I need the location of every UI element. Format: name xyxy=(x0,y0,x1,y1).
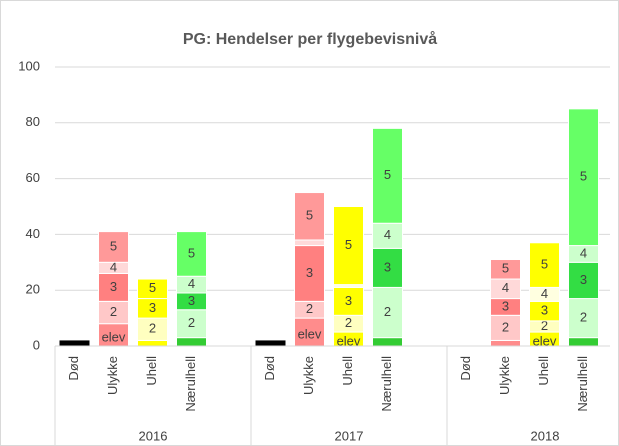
segment-label: 3 xyxy=(188,293,195,308)
segment-label: 2 xyxy=(110,304,117,319)
segment-label: 2 xyxy=(384,304,391,319)
bar-segment xyxy=(568,298,599,339)
segment-label: 4 xyxy=(541,286,548,301)
bar-segment xyxy=(333,286,364,316)
group-label: 2018 xyxy=(531,428,560,443)
y-tick-label: 60 xyxy=(26,170,40,185)
x-tick-label: Død xyxy=(458,356,473,381)
bar-segment xyxy=(294,192,325,241)
segment-label: 5 xyxy=(580,169,587,184)
segment-label: 2 xyxy=(580,310,587,325)
bar-segment xyxy=(372,286,403,339)
y-tick-label: 80 xyxy=(26,114,40,129)
bar-segment xyxy=(568,108,599,247)
bar-segment xyxy=(176,337,207,347)
y-tick-label: 100 xyxy=(18,58,40,73)
x-tick-label: Uhell xyxy=(536,356,551,386)
y-tick-label: 0 xyxy=(33,337,40,352)
bar-segment xyxy=(568,337,599,347)
bar-segment xyxy=(372,222,403,249)
segment-label: 2 xyxy=(149,321,156,336)
x-tick-label: Nærulhell xyxy=(183,356,198,412)
bar-segment xyxy=(372,127,403,224)
bar-segment xyxy=(255,340,286,346)
bar-segment xyxy=(137,278,168,300)
segment-label: 2 xyxy=(188,315,195,330)
bar-segment xyxy=(98,231,129,263)
group-label: 2016 xyxy=(139,428,168,443)
segment-label: 3 xyxy=(149,300,156,315)
chart-title: PG: Hendelser per flygebevisnivå xyxy=(183,30,437,48)
segment-label: 5 xyxy=(110,238,117,253)
segment-label: 3 xyxy=(384,259,391,274)
segment-label: 5 xyxy=(149,280,156,295)
segment-label: 4 xyxy=(384,227,391,242)
segment-label: 4 xyxy=(188,276,195,291)
segment-label: 3 xyxy=(502,298,509,313)
x-tick-label: Ulykke xyxy=(105,356,120,395)
segment-label: 5 xyxy=(306,208,313,223)
bar-segment xyxy=(294,239,325,247)
segment-label: 2 xyxy=(541,318,548,333)
x-tick-label: Nærulhell xyxy=(379,356,394,412)
segment-label: 5 xyxy=(541,257,548,272)
segment-label: elev xyxy=(533,333,557,348)
bar-segment xyxy=(372,247,403,288)
bar-segment xyxy=(372,337,403,347)
segment-label: 4 xyxy=(580,245,587,260)
y-tick-label: 40 xyxy=(26,226,40,241)
segment-label: 2 xyxy=(502,319,509,334)
x-tick-label: Uhell xyxy=(144,356,159,386)
segment-label: 3 xyxy=(110,279,117,294)
x-tick-label: Død xyxy=(262,356,277,381)
segment-label: 5 xyxy=(384,167,391,182)
bar-segment xyxy=(333,206,364,286)
segment-label: elev xyxy=(337,333,361,348)
segment-label: 2 xyxy=(306,301,313,316)
segment-label: 5 xyxy=(345,237,352,252)
segment-label: 2 xyxy=(345,315,352,330)
bar-segment xyxy=(176,231,207,277)
segment-label: 3 xyxy=(580,272,587,287)
bar-segment xyxy=(137,339,168,347)
segment-label: 5 xyxy=(502,261,509,276)
bar-segment xyxy=(176,309,207,339)
bar-segment xyxy=(490,339,521,347)
x-tick-label: Død xyxy=(66,356,81,381)
group-label: 2017 xyxy=(335,428,364,443)
x-tick-label: Nærulhell xyxy=(575,356,590,412)
segment-label: 3 xyxy=(345,293,352,308)
bar-segment xyxy=(529,242,560,288)
segment-label: elev xyxy=(298,326,322,341)
bar-segment xyxy=(59,340,90,346)
bar-segment xyxy=(490,259,521,280)
x-tick-label: Ulykke xyxy=(301,356,316,395)
y-tick-label: 20 xyxy=(26,282,40,297)
segment-label: 5 xyxy=(188,245,195,260)
segment-label: 3 xyxy=(306,265,313,280)
x-tick-label: Uhell xyxy=(340,356,355,386)
segment-label: elev xyxy=(102,329,126,344)
x-tick-label: Ulykke xyxy=(497,356,512,395)
segment-label: 3 xyxy=(541,303,548,318)
segment-label: 4 xyxy=(110,259,117,274)
segment-label: 4 xyxy=(502,280,509,295)
